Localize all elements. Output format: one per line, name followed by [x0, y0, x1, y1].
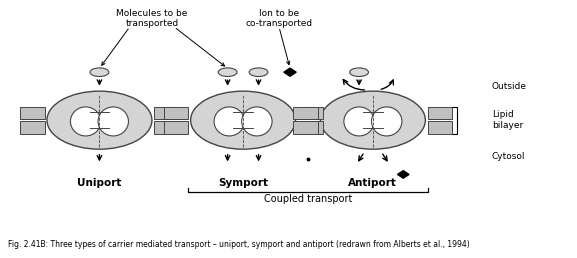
Text: Coupled transport: Coupled transport: [264, 194, 352, 204]
Ellipse shape: [47, 91, 152, 149]
Text: Ion to be
co-transported: Ion to be co-transported: [245, 9, 313, 28]
Ellipse shape: [372, 107, 402, 136]
Ellipse shape: [214, 107, 245, 136]
Bar: [163, 107, 188, 119]
Ellipse shape: [70, 107, 101, 136]
Bar: [428, 122, 452, 134]
Text: Symport: Symport: [218, 178, 268, 188]
Text: Cytosol: Cytosol: [492, 152, 525, 161]
Bar: [298, 122, 323, 134]
Polygon shape: [284, 68, 296, 76]
Bar: [298, 107, 323, 119]
Bar: [154, 107, 179, 119]
Bar: [293, 122, 318, 134]
Text: Antiport: Antiport: [349, 178, 398, 188]
Ellipse shape: [320, 91, 425, 149]
Circle shape: [249, 68, 268, 76]
Bar: [20, 107, 45, 119]
Bar: [428, 107, 452, 119]
Circle shape: [350, 68, 369, 76]
Bar: [154, 122, 179, 134]
Text: Fig. 2.41B: Three types of carrier mediated transport – uniport, symport and ant: Fig. 2.41B: Three types of carrier media…: [8, 240, 470, 249]
Bar: [20, 122, 45, 134]
Bar: [163, 122, 188, 134]
Text: Lipid
bilayer: Lipid bilayer: [492, 110, 523, 130]
Ellipse shape: [344, 107, 374, 136]
Ellipse shape: [242, 107, 272, 136]
Polygon shape: [398, 171, 409, 178]
Circle shape: [90, 68, 109, 76]
Bar: [293, 107, 318, 119]
Ellipse shape: [98, 107, 129, 136]
Text: Outside: Outside: [492, 82, 527, 91]
Circle shape: [218, 68, 237, 76]
Text: Uniport: Uniport: [77, 178, 122, 188]
Text: Molecules to be
transported: Molecules to be transported: [116, 9, 188, 28]
Ellipse shape: [190, 91, 295, 149]
